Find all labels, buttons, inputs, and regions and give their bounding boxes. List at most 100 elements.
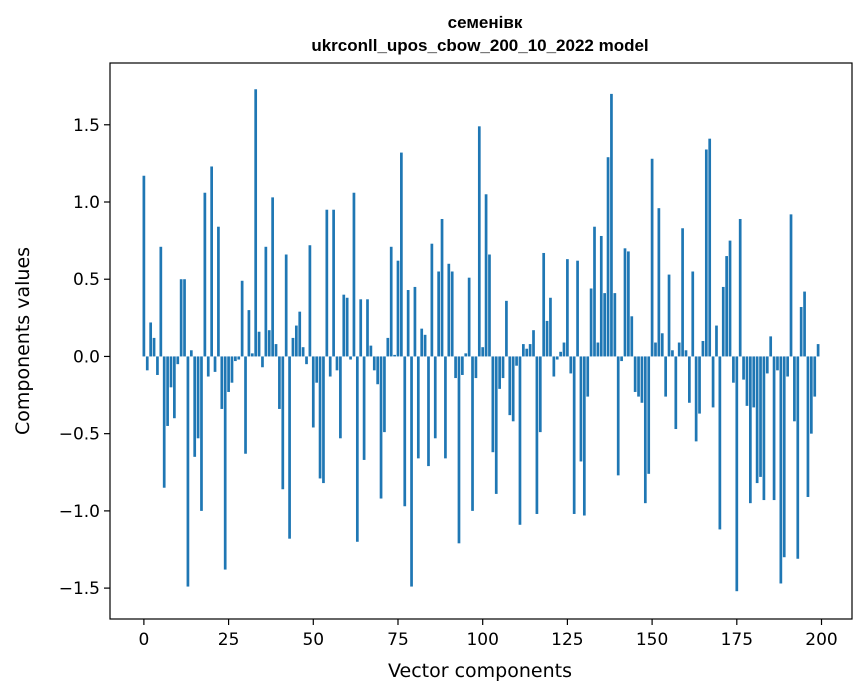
bar-186 [772,356,776,501]
bar-166 [704,149,708,357]
bar-172 [725,256,728,357]
bar-160 [684,350,688,357]
bar-100 [481,347,485,357]
bar-115 [532,330,535,357]
bar-182 [759,356,762,477]
bar-12 [183,279,186,357]
bar-11 [179,279,183,357]
bar-84 [427,356,430,467]
bar-179 [749,356,752,504]
chart-title: семенівк [448,13,523,32]
bar-158 [677,342,681,357]
bar-113 [525,348,529,357]
y-tick-label: 0.5 [73,270,100,290]
bar-105 [498,356,501,389]
bar-191 [789,214,793,357]
bar-149 [647,356,651,474]
bar-170 [718,356,722,530]
bar-180 [752,356,756,408]
bar-0 [142,175,146,357]
bar-151 [654,342,657,357]
bar-117 [538,356,542,433]
bar-119 [545,320,549,357]
bar-187 [776,356,779,371]
bar-27 [234,356,237,362]
bar-127 [572,356,576,514]
bar-61 [349,356,352,360]
bar-29 [240,280,244,357]
y-tick-label: −1.0 [59,502,100,522]
bar-23 [220,356,224,409]
x-tick-label: 75 [387,630,409,650]
bar-169 [715,325,718,357]
bar-154 [664,356,668,397]
bar-104 [494,356,498,494]
bar-53 [322,356,325,484]
bar-58 [339,356,342,439]
bar-87 [437,271,440,357]
bar-77 [403,356,407,507]
bar-142 [623,248,627,357]
bar-114 [528,344,532,357]
bar-17 [200,356,203,511]
bar-59 [342,294,346,357]
bar-91 [450,271,454,357]
bar-164 [698,356,701,414]
bar-125 [566,259,569,357]
bar-177 [742,356,745,380]
bar-118 [542,252,546,357]
bar-4 [156,356,159,375]
bar-64 [359,299,363,357]
bar-57 [335,356,339,371]
bar-174 [732,356,735,383]
bar-85 [430,243,434,357]
bar-141 [620,356,623,362]
bar-175 [735,356,739,592]
bar-192 [793,356,796,422]
bar-198 [813,356,817,397]
y-tick-label: −0.5 [59,425,100,445]
bar-190 [786,356,789,377]
bar-88 [440,218,444,357]
bar-178 [745,356,749,406]
bar-103 [491,356,495,453]
bar-30 [244,356,247,454]
y-tick-label: 0.0 [73,347,100,367]
bar-163 [694,356,698,442]
bar-26 [230,356,234,383]
bar-143 [627,251,630,357]
bar-126 [569,356,573,374]
bar-49 [308,245,312,357]
bar-55 [328,356,332,377]
bar-165 [701,341,705,357]
bar-189 [782,356,786,558]
bar-102 [488,254,491,357]
bar-146 [637,356,640,397]
chart-subtitle: ukrconll_upos_cbow_200_10_2022 model [311,36,648,55]
bar-136 [603,293,607,357]
bar-96 [467,277,471,357]
bar-6 [162,356,166,488]
bar-46 [298,311,302,357]
bar-37 [267,330,271,357]
bar-89 [444,356,447,459]
x-tick-label: 25 [218,630,240,650]
bar-167 [708,138,712,357]
bar-56 [332,209,335,357]
bar-42 [284,254,288,357]
bar-22 [217,226,220,357]
bar-184 [765,356,769,374]
bar-193 [796,356,800,559]
bar-162 [691,271,695,357]
bar-32 [250,353,254,357]
x-tick-label: 125 [551,630,583,650]
bar-51 [315,356,319,383]
bar-95 [464,353,468,357]
bar-131 [586,356,590,397]
bar-120 [549,297,552,357]
bar-159 [681,228,684,357]
bar-197 [809,356,813,434]
bar-47 [301,347,305,357]
bar-196 [806,356,810,497]
